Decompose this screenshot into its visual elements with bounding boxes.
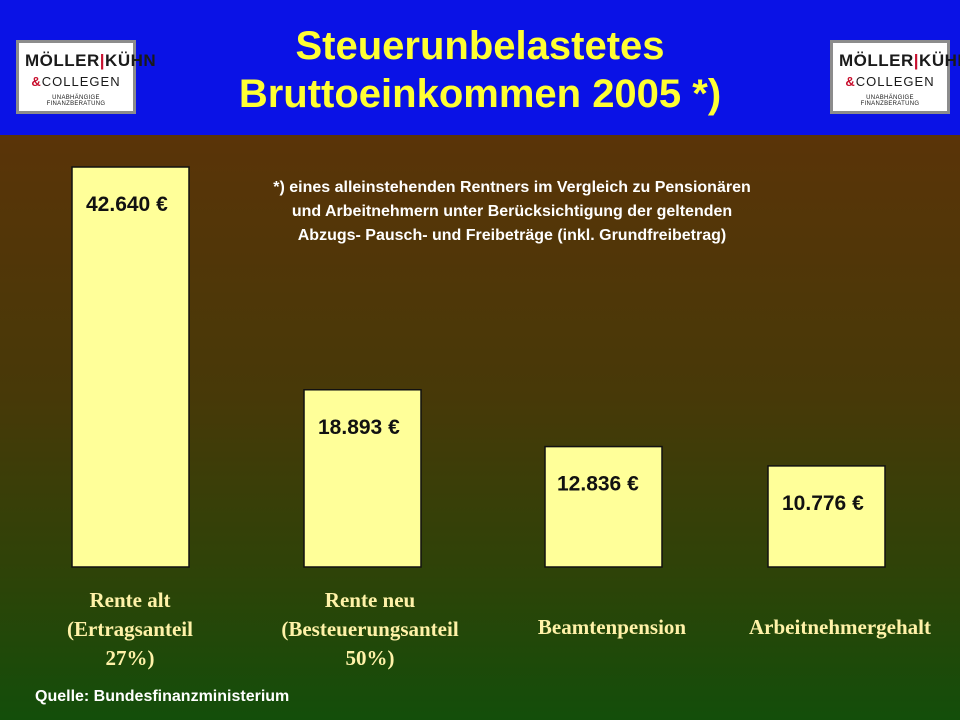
bar-1 bbox=[71, 166, 190, 568]
category-label-line: Beamtenpension bbox=[537, 615, 687, 639]
category-label-line: (Besteuerungsanteil bbox=[281, 617, 459, 641]
data-label-4: 10.776 € bbox=[782, 492, 864, 515]
category-label-line: (Ertragsanteil bbox=[67, 617, 193, 641]
category-label-1: Rente alt (Ertragsanteil 27%) bbox=[30, 586, 230, 673]
category-label-line: 50%) bbox=[345, 646, 395, 670]
bar-2 bbox=[303, 389, 422, 568]
category-label-line: 27%) bbox=[105, 646, 155, 670]
data-label-1: 42.640 € bbox=[86, 193, 168, 216]
data-label-3: 12.836 € bbox=[557, 473, 639, 496]
bar-3 bbox=[544, 445, 663, 568]
chart-footnote: *) eines alleinstehenden Rentners im Ver… bbox=[273, 179, 751, 244]
source-note: Quelle: Bundesfinanzministerium bbox=[35, 688, 290, 705]
title-line-2: Bruttoeinkommen 2005 *) bbox=[238, 72, 722, 116]
bar-chart: 42.640 € 18.893 € 12.836 € 10.776 € bbox=[71, 166, 886, 568]
category-label-2: Rente neu (Besteuerungsanteil 50%) bbox=[250, 586, 490, 673]
category-label-line: Arbeitnehmergehalt bbox=[749, 615, 931, 639]
logo-right: MÖLLER|KÜHN &COLLEGEN UNABHÄNGIGE FINANZ… bbox=[830, 40, 960, 114]
category-label-4: Arbeitnehmergehalt bbox=[720, 613, 960, 642]
data-label-2: 18.893 € bbox=[318, 416, 400, 439]
header-banner bbox=[0, 0, 960, 135]
page-title: Steuerunbelastetes Bruttoeinkommen 2005 … bbox=[180, 22, 780, 118]
logo-left: MÖLLER|KÜHN &COLLEGEN UNABHÄNGIGE FINANZ… bbox=[16, 40, 156, 114]
category-label-line: Rente alt bbox=[89, 588, 171, 612]
title-line-1: Steuerunbelastetes bbox=[295, 24, 665, 68]
category-label-line: Rente neu bbox=[324, 588, 416, 612]
category-label-3: Beamtenpension bbox=[502, 613, 722, 642]
bar-4 bbox=[767, 465, 886, 568]
